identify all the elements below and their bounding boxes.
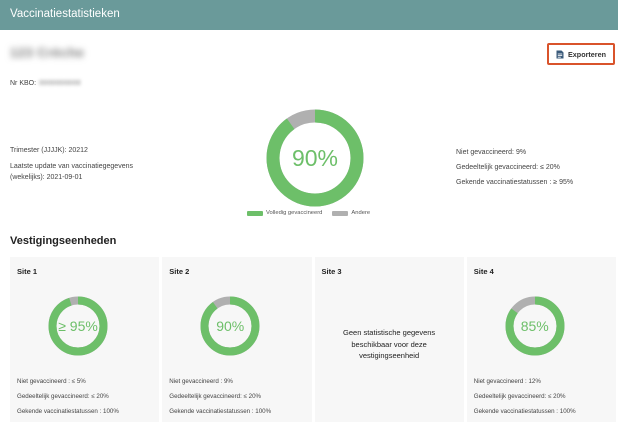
legend-label-vaccinated: Volledig gevaccineerd [266,210,323,216]
update-value: 2021-09-01 [46,174,83,181]
export-button[interactable]: Exporteren [547,43,615,65]
kbo-line: Nr KBO: 0000000000 [10,80,81,87]
stat-label: Gekende vaccinatiestatussen : [473,408,559,415]
stat-row: Gekende vaccinatiestatussen : 100% [474,404,576,419]
update-row: (wekelijks): 2021-09-01 [10,172,190,183]
stat-value: ≤ 20% [91,393,109,400]
stat-value: 100% [103,408,119,415]
stat-row: Gedeeltelijk gevaccineerd: ≤ 20% [169,389,271,404]
export-label: Exporteren [568,49,606,59]
site-card-2: Site 2 90% Niet gevaccineerd : 9% Gedeel… [162,257,312,422]
document-icon [556,50,564,58]
stat-value: 9% [223,378,233,385]
site-card-1: Site 1 ≥ 95% Niet gevaccineerd : ≤ 5% Ge… [10,257,160,422]
stat-value: 12% [528,378,541,385]
chart-legend: Volledig gevaccineerd Andere [247,210,380,216]
stat-label: Gedeeltelijk gevaccineerd: [473,393,547,400]
site-donut-svg [48,296,108,356]
trimester-row: Trimester (JJJJK): 20212 [10,145,190,156]
site-donut-vaccinated [48,296,108,356]
stat-label: Gedeeltelijk gevaccineerd: [169,393,242,400]
site-donut-vaccinated [505,296,565,356]
summary-stats: Niet gevaccineerd: 9% Gedeeltelijk gevac… [456,145,573,190]
stat-row: Niet gevaccineerd : 12% [474,374,576,389]
summary-info: Trimester (JJJJK): 20212 Laatste update … [10,145,190,183]
stat-row: Gedeeltelijk gevaccineerd: ≤ 20% [474,389,576,404]
app-header: Vaccinatiestatistieken [0,0,618,30]
main-donut-percent: 90% [291,144,339,171]
stat-value: ≥ 95% [553,179,574,186]
stat-label: Gedeeltelijk gevaccineerd: [17,393,90,400]
site-card-4: Site 4 85% Niet gevaccineerd : 12% Gedee… [466,257,616,422]
site-stats: Niet gevaccineerd : 9% Gedeeltelijk geva… [169,374,271,419]
site-title: Site 2 [169,267,190,276]
kbo-label: Nr KBO: [10,80,37,87]
stat-value: ≤ 5% [71,378,86,385]
site-title: Site 4 [473,267,494,276]
main-donut-svg [266,109,364,207]
stat-label: Gekende vaccinatiestatussen : [17,408,102,415]
trimester-label: Trimester (JJJJK): [10,147,67,154]
stat-row: Niet gevaccineerd: 9% [456,145,573,160]
main-donut-vaccinated [266,109,364,207]
trimester-value: 20212 [68,147,88,154]
stat-label: Gekende vaccinatiestatussen : [456,179,552,186]
site-donut-svg [505,296,565,356]
stat-value: 100% [255,408,272,415]
site-stats: Niet gevaccineerd : ≤ 5% Gedeeltelijk ge… [17,374,119,419]
legend-vaccinated: Volledig gevaccineerd [247,210,322,216]
no-data-message: Geen statistische gegevens beschikbaar v… [343,328,436,360]
section-title: Vestigingseenheden [10,235,117,247]
stat-row: Niet gevaccineerd : ≤ 5% [17,374,119,389]
stat-row: Gedeeltelijk gevaccineerd: ≤ 20% [456,160,573,175]
organization-name: 123 Crèche [10,45,85,60]
stat-label: Niet gevaccineerd : [17,378,70,385]
site-title: Site 1 [17,267,38,276]
stat-value: 9% [515,149,527,156]
stat-label: Niet gevaccineerd : [169,378,223,385]
legend-other: Andere [332,210,370,216]
site-donut-percent: ≥ 95% [58,318,98,334]
stat-row: Gekende vaccinatiestatussen : 100% [17,404,119,419]
stat-value: ≤ 20% [548,393,566,400]
stat-row: Gedeeltelijk gevaccineerd: ≤ 20% [17,389,119,404]
stat-row: Gekende vaccinatiestatussen : ≥ 95% [456,175,573,190]
site-donut-svg [200,296,260,356]
site-donut-percent: 85% [520,318,549,334]
site-donut-chart: 85% [503,294,567,358]
site-donut-chart: ≥ 95% [46,294,110,358]
update-label-line1: Laatste update van vaccinatiegegevens [10,163,133,170]
stat-label: Gedeeltelijk gevaccineerd: [456,164,539,171]
site-stats: Niet gevaccineerd : 12% Gedeeltelijk gev… [474,374,576,419]
main-donut-chart: 90% [263,106,367,210]
site-donut-chart: 90% [198,294,262,358]
site-donut-percent: 90% [216,318,245,334]
kbo-value: 0000000000 [39,80,81,87]
update-label-line2: (wekelijks): [10,174,45,181]
legend-swatch-vaccinated [247,210,263,216]
stat-label: Niet gevaccineerd: [456,149,514,156]
legend-swatch-other [332,210,349,216]
sites-grid: Site 1 ≥ 95% Niet gevaccineerd : ≤ 5% Ge… [10,257,616,422]
stat-value: ≤ 20% [243,393,262,400]
stat-label: Gekende vaccinatiestatussen : [169,408,254,415]
stat-value: 100% [559,408,576,415]
stat-label: Niet gevaccineerd : [473,378,527,385]
legend-label-other: Andere [351,210,371,216]
site-donut-vaccinated [200,296,260,356]
stat-value: ≤ 20% [540,164,560,171]
stat-row: Gekende vaccinatiestatussen : 100% [169,404,271,419]
site-card-3: Site 3 Geen statistische gegevens beschi… [314,257,464,422]
stat-row: Niet gevaccineerd : 9% [169,374,271,389]
site-title: Site 3 [321,267,342,276]
page-title: Vaccinatiestatistieken [10,8,120,20]
